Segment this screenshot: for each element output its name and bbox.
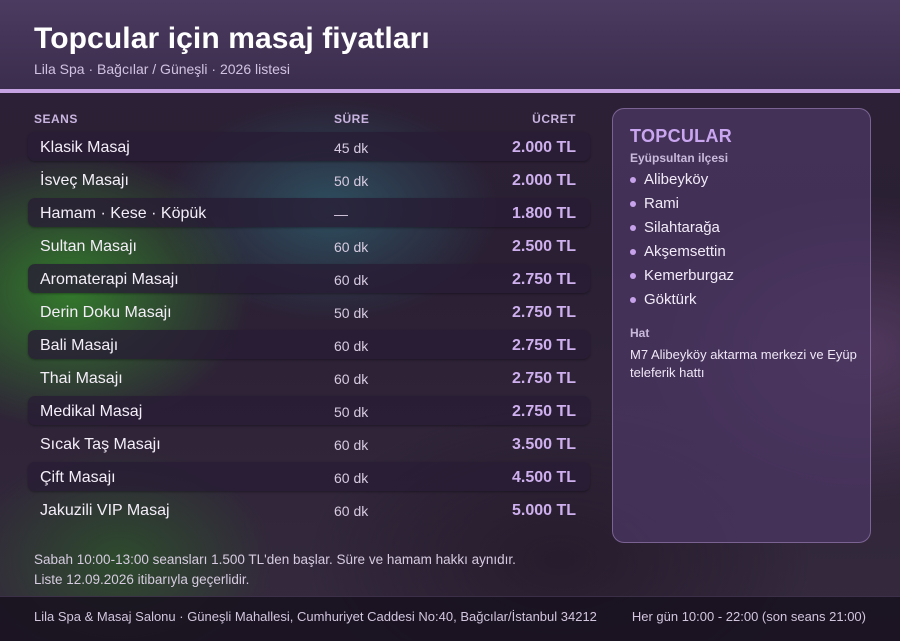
validity-note: Liste 12.09.2026 itibarıyla geçerlidir. xyxy=(34,572,250,587)
row-name: Bali Masajı xyxy=(40,337,119,354)
neighborhood-name: Kemerburgaz xyxy=(644,267,735,284)
bullet-icon xyxy=(630,225,636,231)
row-price: 2.000 TL xyxy=(511,172,576,189)
row-name: İsveç Masajı xyxy=(40,172,129,189)
table-row: Klasik Masaj 45 dk 2.000 TL xyxy=(28,132,590,161)
list-item: Akşemsettin xyxy=(630,243,734,267)
row-duration: 50 dk xyxy=(334,404,369,420)
footer-hours: Her gün 10:00 - 22:00 (son seans 21:00) xyxy=(631,609,866,624)
table-row: Jakuzili VIP Masaj 60 dk 5.000 TL xyxy=(28,495,590,524)
row-duration: 60 dk xyxy=(334,503,369,519)
table-row: Derin Doku Masajı 50 dk 2.750 TL xyxy=(28,297,590,326)
district-subtitle: Eyüpsultan ilçesi xyxy=(630,151,729,165)
morning-note: Sabah 10:00-13:00 seansları 1.500 TL'den… xyxy=(34,552,516,567)
column-header-ucret: ÜCRET xyxy=(532,112,576,126)
row-name: Jakuzili VIP Masaj xyxy=(40,502,170,519)
table-row: İsveç Masajı 50 dk 2.000 TL xyxy=(28,165,590,194)
row-duration: 60 dk xyxy=(334,437,369,453)
price-table: Klasik Masaj 45 dk 2.000 TL İsveç Masajı 50 … xyxy=(28,132,590,528)
row-price: 2.750 TL xyxy=(511,370,576,387)
table-row: Hamam · Kese · Köpük — 1.800 TL xyxy=(28,198,590,227)
bullet-icon xyxy=(630,273,636,279)
row-name: Thai Masajı xyxy=(40,370,123,387)
list-item: Silahtarağa xyxy=(630,219,734,243)
row-name: Hamam · Kese · Köpük xyxy=(40,205,207,222)
table-row: Thai Masajı 60 dk 2.750 TL xyxy=(28,363,590,392)
neighborhood-name: Rami xyxy=(644,195,680,212)
row-price: 4.500 TL xyxy=(511,469,576,486)
transit-text: M7 Alibeyköy aktarma merkezi ve Eyüp tel… xyxy=(630,347,857,380)
row-name: Aromaterapi Masajı xyxy=(40,271,179,288)
row-duration: — xyxy=(334,206,348,222)
table-row: Medikal Masaj 50 dk 2.750 TL xyxy=(28,396,590,425)
row-duration: 60 dk xyxy=(334,239,369,255)
bullet-icon xyxy=(630,201,636,207)
row-name: Sıcak Taş Masajı xyxy=(40,436,161,453)
column-header-sure: SÜRE xyxy=(334,112,370,126)
list-item: Kemerburgaz xyxy=(630,267,734,291)
row-name: Sultan Masajı xyxy=(40,238,137,255)
table-row: Sıcak Taş Masajı 60 dk 3.500 TL xyxy=(28,429,590,458)
neighborhood-name: Alibeyköy xyxy=(644,171,709,188)
table-row: Aromaterapi Masajı 60 dk 2.750 TL xyxy=(28,264,590,293)
list-item: Alibeyköy xyxy=(630,171,734,195)
transit-label: Hat xyxy=(630,326,650,340)
page-subtitle: Lila Spa · Bağcılar / Güneşli · 2026 lis… xyxy=(34,61,291,77)
row-duration: 60 dk xyxy=(334,338,369,354)
row-price: 2.500 TL xyxy=(511,238,576,255)
neighborhood-name: Akşemsettin xyxy=(644,243,726,260)
row-price: 3.500 TL xyxy=(511,436,576,453)
row-name: Klasik Masaj xyxy=(40,139,130,156)
row-price: 2.750 TL xyxy=(511,304,576,321)
row-duration: 60 dk xyxy=(334,470,369,486)
row-name: Çift Masajı xyxy=(40,469,116,486)
row-price: 2.750 TL xyxy=(511,271,576,288)
row-name: Medikal Masaj xyxy=(40,403,143,420)
district-panel: TOPCULAR Eyüpsultan ilçesi Alibeyköy Rami… xyxy=(612,108,871,543)
bullet-icon xyxy=(630,249,636,255)
row-price: 2.750 TL xyxy=(511,337,576,354)
row-duration: 45 dk xyxy=(334,140,369,156)
page-title: Topcular için masaj fiyatları xyxy=(34,22,430,55)
neighborhood-list: Alibeyköy Rami Silahtarağa Akşemsettin Kemer… xyxy=(630,171,734,315)
table-row: Çift Masajı 60 dk 4.500 TL xyxy=(28,462,590,491)
row-price: 5.000 TL xyxy=(511,502,576,519)
footer-address: Lila Spa & Masaj Salonu · Güneşli Mahall… xyxy=(34,609,597,624)
column-header-seans: SEANS xyxy=(34,112,78,126)
row-duration: 60 dk xyxy=(334,371,369,387)
row-duration: 60 dk xyxy=(334,272,369,288)
row-price: 2.000 TL xyxy=(511,139,576,156)
row-price: 2.750 TL xyxy=(511,403,576,420)
row-name: Derin Doku Masajı xyxy=(40,304,172,321)
bullet-icon xyxy=(630,177,636,183)
neighborhood-name: Silahtarağa xyxy=(644,219,720,236)
table-row: Sultan Masajı 60 dk 2.500 TL xyxy=(28,231,590,260)
page-header: Topcular için masaj fiyatları Lila Spa ·… xyxy=(0,0,900,93)
list-item: Göktürk xyxy=(630,291,734,315)
row-duration: 50 dk xyxy=(334,305,369,321)
row-duration: 50 dk xyxy=(334,173,369,189)
district-title: TOPCULAR xyxy=(630,126,733,146)
neighborhood-name: Göktürk xyxy=(644,291,697,308)
table-row: Bali Masajı 60 dk 2.750 TL xyxy=(28,330,590,359)
bullet-icon xyxy=(630,297,636,303)
row-price: 1.800 TL xyxy=(511,205,576,222)
list-item: Rami xyxy=(630,195,734,219)
page-footer: Lila Spa & Masaj Salonu · Güneşli Mahall… xyxy=(0,596,900,641)
